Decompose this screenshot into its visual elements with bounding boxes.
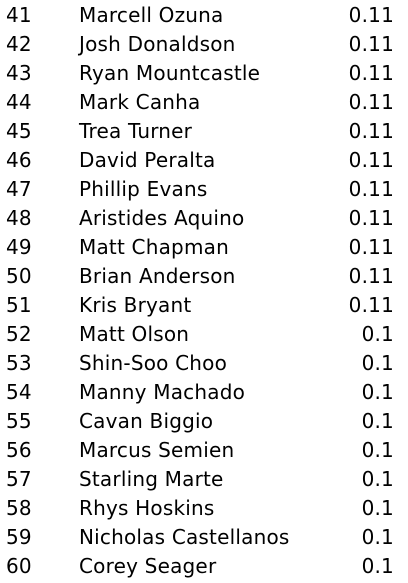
value-cell: 0.11 xyxy=(348,119,394,143)
value-cell: 0.1 xyxy=(361,351,394,375)
rank-cell: 52 xyxy=(6,322,32,346)
value-cell: 0.11 xyxy=(348,3,394,27)
player-name-cell: Matt Chapman xyxy=(79,235,229,259)
value-cell: 0.1 xyxy=(361,438,394,462)
player-name-cell: Nicholas Castellanos xyxy=(79,525,290,549)
player-name-cell: Josh Donaldson xyxy=(79,32,236,56)
table-row: 45 Trea Turner 0.11 xyxy=(0,117,408,146)
player-name-cell: Ryan Mountcastle xyxy=(79,61,261,85)
value-cell: 0.1 xyxy=(361,496,394,520)
value-cell: 0.1 xyxy=(361,467,394,491)
rank-cell: 53 xyxy=(6,351,32,375)
player-name-cell: Shin-Soo Choo xyxy=(79,351,228,375)
value-cell: 0.11 xyxy=(348,90,394,114)
table-row: 43 Ryan Mountcastle 0.11 xyxy=(0,59,408,88)
table-row: 47 Phillip Evans 0.11 xyxy=(0,175,408,204)
table-row: 53 Shin-Soo Choo 0.1 xyxy=(0,349,408,378)
rank-cell: 45 xyxy=(6,119,32,143)
player-name-cell: Aristides Aquino xyxy=(79,206,245,230)
player-name-cell: Rhys Hoskins xyxy=(79,496,215,520)
value-cell: 0.11 xyxy=(348,264,394,288)
value-cell: 0.1 xyxy=(361,525,394,549)
table-row: 44 Mark Canha 0.11 xyxy=(0,88,408,117)
table-row: 50 Brian Anderson 0.11 xyxy=(0,262,408,291)
rank-cell: 54 xyxy=(6,380,32,404)
table-row: 58 Rhys Hoskins 0.1 xyxy=(0,494,408,523)
rank-cell: 57 xyxy=(6,467,32,491)
table-row: 49 Matt Chapman 0.11 xyxy=(0,233,408,262)
rank-cell: 48 xyxy=(6,206,32,230)
player-name-cell: Marcus Semien xyxy=(79,438,235,462)
player-name-cell: Starling Marte xyxy=(79,467,224,491)
rank-cell: 49 xyxy=(6,235,32,259)
rank-cell: 46 xyxy=(6,148,32,172)
rank-cell: 55 xyxy=(6,409,32,433)
rank-cell: 60 xyxy=(6,554,32,578)
table-row: 59 Nicholas Castellanos 0.1 xyxy=(0,523,408,552)
player-name-cell: David Peralta xyxy=(79,148,216,172)
value-cell: 0.11 xyxy=(348,32,394,56)
rank-cell: 41 xyxy=(6,3,32,27)
rank-cell: 44 xyxy=(6,90,32,114)
table-row: 60 Corey Seager 0.1 xyxy=(0,552,408,581)
player-name-cell: Brian Anderson xyxy=(79,264,236,288)
table-row: 48 Aristides Aquino 0.11 xyxy=(0,204,408,233)
value-cell: 0.1 xyxy=(361,554,394,578)
table-row: 52 Matt Olson 0.1 xyxy=(0,320,408,349)
table-row: 56 Marcus Semien 0.1 xyxy=(0,436,408,465)
value-cell: 0.11 xyxy=(348,206,394,230)
player-name-cell: Matt Olson xyxy=(79,322,190,346)
table-row: 54 Manny Machado 0.1 xyxy=(0,378,408,407)
player-name-cell: Marcell Ozuna xyxy=(79,3,224,27)
table-row: 41 Marcell Ozuna 0.11 xyxy=(0,1,408,30)
value-cell: 0.1 xyxy=(361,380,394,404)
value-cell: 0.11 xyxy=(348,293,394,317)
rank-cell: 42 xyxy=(6,32,32,56)
table-row: 55 Cavan Biggio 0.1 xyxy=(0,407,408,436)
rank-cell: 56 xyxy=(6,438,32,462)
rank-cell: 58 xyxy=(6,496,32,520)
player-name-cell: Cavan Biggio xyxy=(79,409,214,433)
rank-cell: 47 xyxy=(6,177,32,201)
rank-cell: 51 xyxy=(6,293,32,317)
player-name-cell: Trea Turner xyxy=(79,119,193,143)
value-cell: 0.1 xyxy=(361,322,394,346)
table-row: 46 David Peralta 0.11 xyxy=(0,146,408,175)
player-name-cell: Kris Bryant xyxy=(79,293,192,317)
table-row: 42 Josh Donaldson 0.11 xyxy=(0,30,408,59)
player-name-cell: Corey Seager xyxy=(79,554,217,578)
player-name-cell: Manny Machado xyxy=(79,380,246,404)
value-cell: 0.11 xyxy=(348,61,394,85)
player-name-cell: Mark Canha xyxy=(79,90,201,114)
rank-cell: 50 xyxy=(6,264,32,288)
player-name-cell: Phillip Evans xyxy=(79,177,208,201)
rank-cell: 43 xyxy=(6,61,32,85)
value-cell: 0.11 xyxy=(348,177,394,201)
rank-cell: 59 xyxy=(6,525,32,549)
value-cell: 0.11 xyxy=(348,235,394,259)
table-row: 57 Starling Marte 0.1 xyxy=(0,465,408,494)
table-row: 51 Kris Bryant 0.11 xyxy=(0,291,408,320)
value-cell: 0.11 xyxy=(348,148,394,172)
value-cell: 0.1 xyxy=(361,409,394,433)
